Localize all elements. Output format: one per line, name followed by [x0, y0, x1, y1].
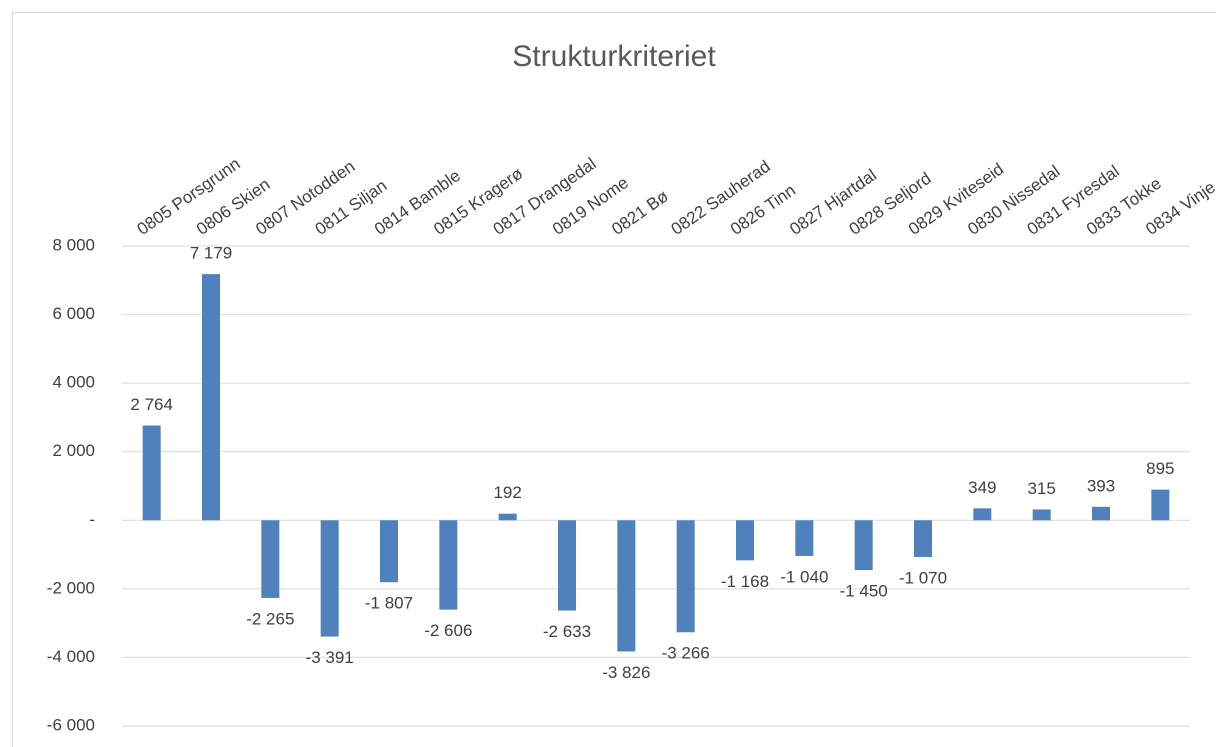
bar: [558, 520, 576, 611]
y-tick-label: 8 000: [52, 235, 95, 254]
bar: [261, 520, 280, 598]
bar: [1092, 506, 1110, 521]
data-label: 192: [493, 483, 521, 502]
data-label: 2 764: [130, 395, 173, 414]
bar: [380, 520, 398, 583]
bar: [202, 274, 220, 521]
data-label: -1 450: [840, 581, 888, 600]
data-label: -1 040: [780, 567, 828, 586]
bar: [439, 520, 458, 610]
bar: [973, 508, 992, 521]
bar: [795, 520, 814, 556]
bar: [498, 513, 517, 521]
y-tick-label: 6 000: [52, 304, 95, 323]
bar: [1151, 489, 1170, 521]
y-tick-label: 2 000: [52, 441, 95, 460]
bar: [617, 520, 636, 652]
data-label: -1 070: [899, 568, 947, 587]
chart-title: Strukturkriteriet: [512, 40, 716, 73]
y-tick-label: -4 000: [47, 647, 95, 666]
data-label: 349: [968, 478, 996, 497]
data-label: 315: [1027, 479, 1055, 498]
data-label: -3 391: [306, 648, 354, 667]
data-label: 393: [1087, 476, 1115, 495]
bar: [1032, 509, 1051, 521]
data-label: 895: [1146, 459, 1174, 478]
data-label: -2 606: [424, 621, 472, 640]
bar: [736, 520, 754, 561]
bar: [914, 520, 932, 557]
data-label: -1 807: [365, 594, 413, 613]
bar: [854, 520, 873, 570]
data-label: -2 633: [543, 622, 591, 641]
data-label: -1 168: [721, 572, 769, 591]
chart-border: [12, 12, 1216, 747]
y-tick-label: -2 000: [47, 578, 95, 597]
data-label: -2 265: [246, 609, 294, 628]
data-label: -3 826: [602, 663, 650, 682]
bar: [676, 520, 695, 633]
y-tick-label: -6 000: [47, 715, 95, 734]
bar: [320, 520, 339, 637]
y-tick-label: -: [89, 510, 95, 529]
y-tick-label: 4 000: [52, 373, 95, 392]
bar: [142, 425, 161, 521]
data-label: 7 179: [190, 244, 233, 263]
data-label: -3 266: [662, 644, 710, 663]
